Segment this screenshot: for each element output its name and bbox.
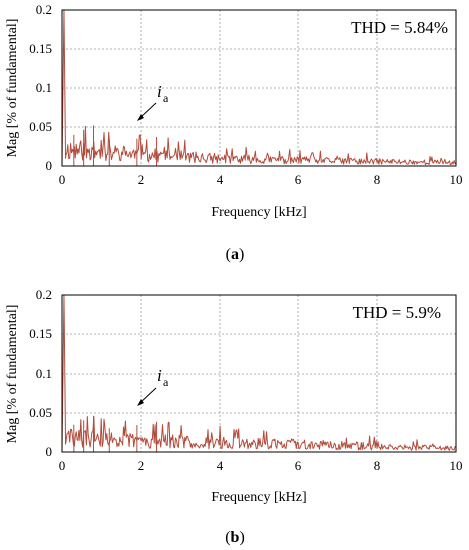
x-tick-label: 0 [59, 172, 66, 187]
panel-a-plot-frame [61, 9, 457, 167]
panel-b-x-ticks: 0 2 4 6 8 10 [59, 458, 463, 473]
panel-b-caption: (b) [225, 529, 245, 546]
panel-a-caption: (a) [226, 246, 245, 263]
y-tick-label: 0.15 [29, 41, 52, 56]
panel-b-x-axis-label: Frequency [kHz] [211, 490, 306, 505]
panel-a-x-axis-label: Frequency [kHz] [211, 205, 306, 220]
x-tick-label: 2 [138, 172, 145, 187]
panel-b-grid [62, 295, 456, 452]
y-tick-label: 0.15 [29, 326, 52, 341]
x-tick-label: 8 [374, 172, 381, 187]
trace-label-arrow [139, 102, 157, 119]
y-tick-label: 0.05 [29, 405, 52, 420]
panel-a-thd-annotation: THD = 5.84% [351, 18, 448, 37]
x-tick-label: 6 [295, 172, 302, 187]
x-tick-label: 4 [217, 172, 224, 187]
panel-a-y-ticks: 0 0.05 0.1 0.15 0.2 [29, 2, 52, 173]
x-tick-label: 8 [374, 458, 381, 473]
panel-b-thd-annotation: THD = 5.9% [353, 303, 441, 322]
y-tick-label: 0.1 [36, 80, 52, 95]
panel-b-plot-frame [61, 294, 457, 453]
panel-a: 0 0.05 0.1 0.15 0.2 0 2 4 6 8 10 Mag [% … [5, 2, 463, 263]
panel-a-trace-label: i a [137, 82, 169, 121]
trace-label-base: i [157, 366, 162, 385]
panel-a-y-axis-label: Mag [% of fundamental] [5, 19, 20, 158]
x-tick-label: 0 [59, 458, 66, 473]
panel-b: 0 0.05 0.1 0.15 0.2 0 2 4 6 8 10 Mag [% … [5, 287, 463, 546]
trace-label-arrow [139, 387, 157, 404]
y-tick-label: 0.1 [36, 366, 52, 381]
trace-label-subscript: a [163, 375, 169, 389]
panel-b-caption-letter: b [231, 529, 240, 546]
x-tick-label: 2 [138, 458, 145, 473]
x-tick-label: 10 [450, 458, 463, 473]
trace-label-arrowhead [137, 399, 144, 406]
panel-b-trace-label: i a [137, 366, 169, 406]
y-tick-label: 0.2 [36, 287, 52, 302]
panel-a-spectrum-series [61, 9, 457, 167]
panel-a-caption-letter: a [231, 246, 239, 263]
x-tick-label: 4 [217, 458, 224, 473]
trace-label-arrowhead [137, 114, 144, 121]
panel-b-spectrum-series [61, 294, 457, 453]
panel-a-x-ticks: 0 2 4 6 8 10 [59, 172, 463, 187]
panel-b-y-axis-label: Mag [% of fundamental] [5, 305, 20, 444]
spectrum-line [61, 294, 457, 453]
trace-label-subscript: a [163, 91, 169, 105]
y-tick-label: 0 [46, 158, 53, 173]
panel-a-grid [62, 10, 456, 166]
trace-label-base: i [157, 82, 162, 101]
x-tick-label: 10 [450, 172, 463, 187]
y-tick-label: 0.05 [29, 119, 52, 134]
panel-b-y-ticks: 0 0.05 0.1 0.15 0.2 [29, 287, 52, 459]
x-tick-label: 6 [295, 458, 302, 473]
y-tick-label: 0.2 [36, 2, 52, 17]
y-tick-label: 0 [46, 444, 53, 459]
spectrum-line [61, 9, 457, 167]
